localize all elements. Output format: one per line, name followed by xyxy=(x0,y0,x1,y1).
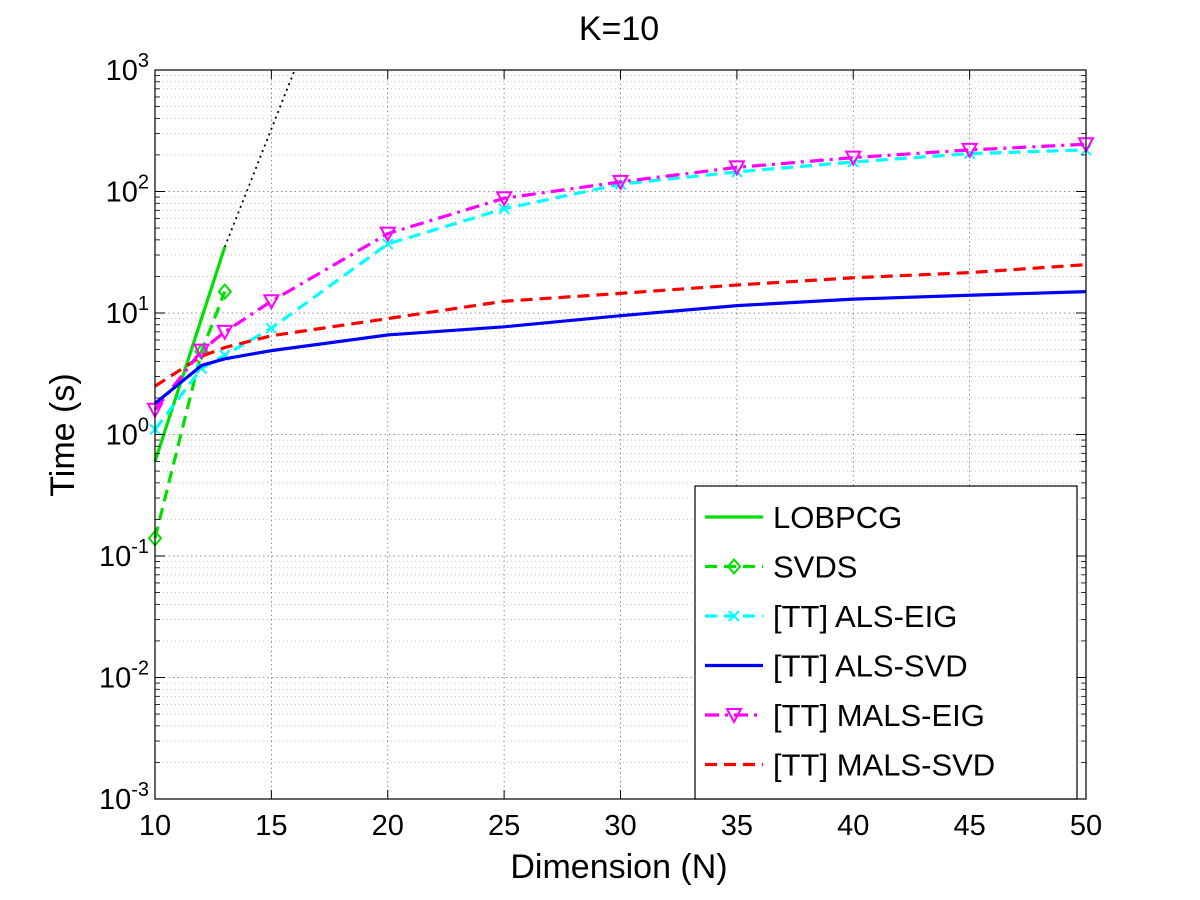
x-axis-label: Dimension (N) xyxy=(510,848,727,886)
legend-label: LOBPCG xyxy=(773,500,902,535)
legend-item-tt-als-svd: [TT] ALS-SVD xyxy=(705,649,968,684)
data-point xyxy=(495,191,513,208)
data-point xyxy=(728,160,746,177)
data-point xyxy=(265,322,278,334)
data-point xyxy=(960,142,979,160)
legend-item-tt-als-eig: [TT] ALS-EIG xyxy=(705,599,957,634)
data-point xyxy=(382,238,394,250)
y-axis-label: Time (s) xyxy=(44,373,82,496)
legend-item-tt-mals-eig: [TT] MALS-EIG xyxy=(705,698,985,733)
legend-item-svds: SVDS xyxy=(705,550,857,585)
data-point xyxy=(262,294,281,311)
series-line xyxy=(153,246,227,462)
marker-stroke xyxy=(728,610,740,622)
x-tick-label: 25 xyxy=(488,810,520,842)
x-tick-label: 40 xyxy=(837,810,869,842)
legend-label: SVDS xyxy=(773,550,857,585)
legend-box xyxy=(694,485,1078,800)
series-tt-mals-eig xyxy=(146,137,1095,419)
legend-label: [TT] MALS-EIG xyxy=(773,698,985,733)
series-line xyxy=(153,290,1087,405)
x-tick-label: 20 xyxy=(372,810,404,842)
y-tick-label: 10-1 xyxy=(99,536,149,573)
data-point xyxy=(216,324,234,341)
legend-label: [TT] MALS-SVD xyxy=(773,748,995,783)
legend-marker xyxy=(728,610,740,622)
legend-marker xyxy=(726,557,742,576)
legend-item-lobpcg: LOBPCG xyxy=(705,500,902,535)
chart-title: K=10 xyxy=(579,10,659,48)
series-tt-als-svd xyxy=(153,290,1087,405)
series-line xyxy=(153,291,227,539)
legend-item-tt-mals-svd: [TT] MALS-SVD xyxy=(705,748,995,783)
ticks: 10 15 20 25 30 35 40 45 50 10-3 10-2 10-1 100 101 102 1… xyxy=(99,50,1102,842)
marker-stroke xyxy=(498,203,510,215)
y-tick-label: 102 xyxy=(106,172,149,209)
legend-label: [TT] ALS-SVD xyxy=(773,649,968,684)
data-point xyxy=(217,283,233,301)
y-tick-label: 10-3 xyxy=(99,779,149,816)
lobpcg-extrapolation-line xyxy=(223,69,296,248)
y-tick-label: 100 xyxy=(106,415,149,452)
marker-stroke xyxy=(382,238,394,250)
series-line xyxy=(154,263,1087,388)
x-tick-label: 50 xyxy=(1070,810,1102,842)
legend-label: [TT] ALS-EIG xyxy=(773,599,957,634)
x-tick-label: 35 xyxy=(721,810,753,842)
x-tick-label: 10 xyxy=(139,810,171,842)
series-layer xyxy=(146,69,1095,547)
legend-marker xyxy=(725,708,743,725)
data-point xyxy=(844,150,862,167)
data-point xyxy=(498,203,510,215)
data-point xyxy=(192,343,211,360)
series-tt-als-eig xyxy=(149,144,1092,436)
data-point xyxy=(611,174,630,191)
series-tt-mals-svd xyxy=(154,263,1087,388)
x-tick-label: 15 xyxy=(255,810,287,842)
data-point xyxy=(379,226,397,243)
x-tick-label: 30 xyxy=(604,810,636,842)
y-tick-label: 103 xyxy=(106,50,149,87)
series-lobpcg xyxy=(153,246,227,462)
marker-stroke xyxy=(265,322,278,334)
y-tick-label: 101 xyxy=(106,293,149,330)
y-tick-label: 10-2 xyxy=(99,658,149,695)
x-tick-label: 45 xyxy=(953,810,985,842)
series-line xyxy=(153,142,1087,411)
legend: LOBPCG SVDS [TT] ALS-EIG [TT] ALS-SVD [TT] M… xyxy=(694,485,1078,800)
